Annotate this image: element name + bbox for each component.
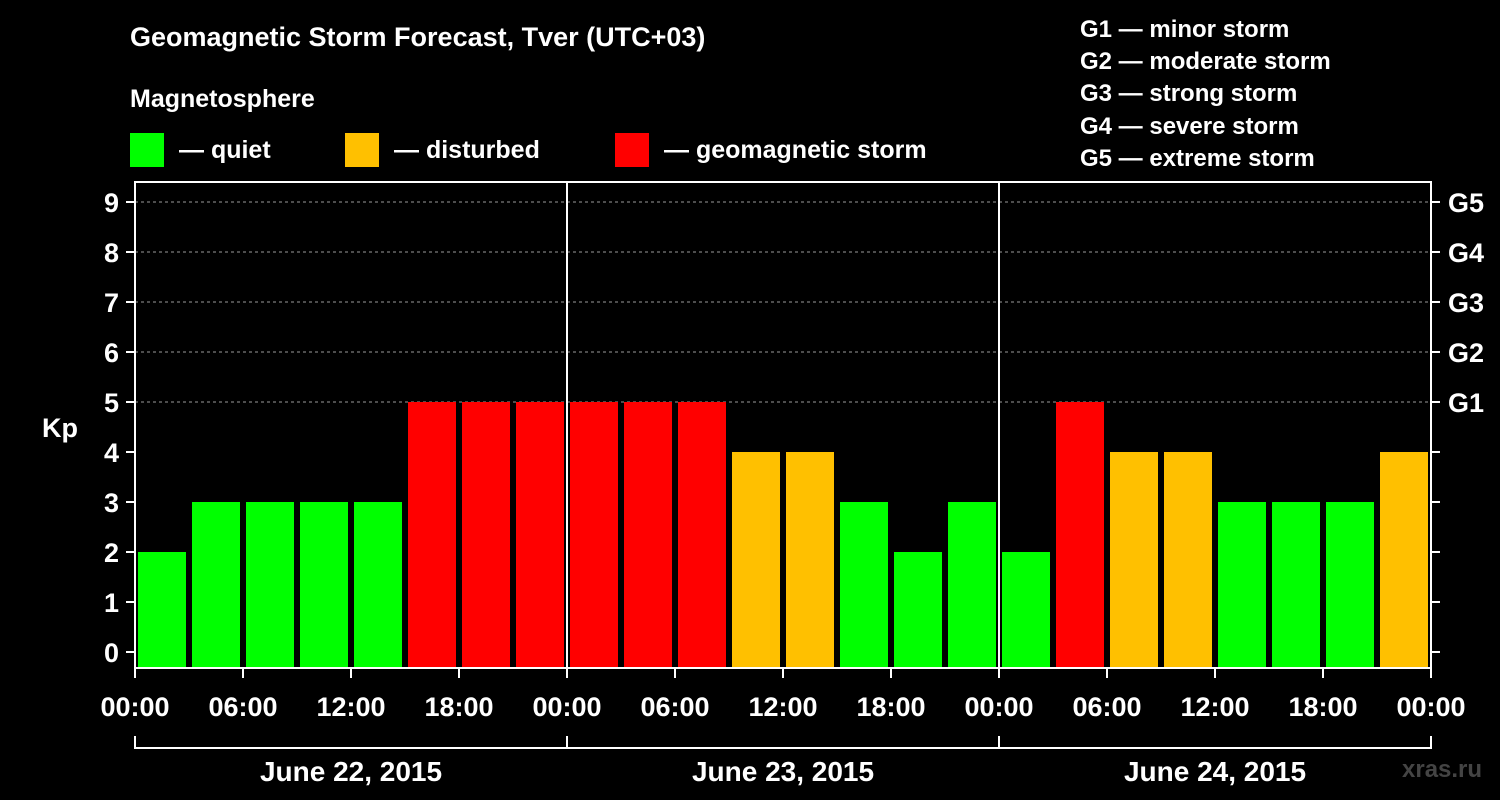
x-tick-label: 12:00: [316, 692, 385, 722]
kp-bar: [894, 552, 942, 668]
storm-level-label: G2: [1448, 338, 1484, 368]
y-tick-label: 9: [104, 188, 119, 218]
storm-scale-list: G1 — minor storm G2 — moderate storm G3 …: [1080, 14, 1331, 175]
legend-heading: Magnetosphere: [130, 85, 315, 113]
x-tick-label: 18:00: [424, 692, 493, 722]
kp-bar: [1056, 402, 1104, 668]
storm-level-label: G5: [1448, 188, 1484, 218]
y-tick-label: 6: [104, 338, 119, 368]
kp-bar: [192, 502, 240, 668]
x-tick-label: 06:00: [208, 692, 277, 722]
kp-bar: [732, 452, 780, 668]
legend-swatch-quiet: [130, 133, 164, 167]
y-tick-label: 5: [104, 388, 119, 418]
kp-bar: [624, 402, 672, 668]
x-tick-label: 06:00: [640, 692, 709, 722]
watermark: xras.ru: [1402, 756, 1483, 783]
kp-bar: [1380, 452, 1428, 668]
x-tick-label: 18:00: [856, 692, 925, 722]
kp-bar: [786, 452, 834, 668]
kp-bar: [1002, 552, 1050, 668]
y-tick-label: 7: [104, 288, 119, 318]
legend-label-storm: — geomagnetic storm: [664, 135, 927, 164]
kp-bar: [354, 502, 402, 668]
legend-item-storm: — geomagnetic storm: [615, 133, 927, 167]
kp-bar: [840, 502, 888, 668]
kp-bar: [678, 402, 726, 668]
legend-swatch-storm: [615, 133, 649, 167]
storm-scale-g2: G2 — moderate storm: [1080, 48, 1331, 76]
x-tick-label: 00:00: [964, 692, 1033, 722]
x-tick-label: 18:00: [1288, 692, 1357, 722]
legend-label-disturbed: — disturbed: [394, 135, 540, 164]
day-label: June 23, 2015: [692, 756, 874, 787]
kp-bar: [516, 402, 564, 668]
y-tick-label: 0: [104, 638, 119, 668]
legend-item-disturbed: — disturbed: [345, 133, 540, 167]
y-tick-label: 4: [104, 438, 119, 468]
legend-item-quiet: — quiet: [130, 133, 271, 167]
storm-level-label: G1: [1448, 388, 1484, 418]
y-tick-label: 1: [104, 588, 119, 618]
x-tick-label: 00:00: [100, 692, 169, 722]
storm-level-label: G3: [1448, 288, 1484, 318]
y-tick-label: 2: [104, 538, 119, 568]
kp-bar: [1110, 452, 1158, 668]
kp-bar: [462, 402, 510, 668]
storm-scale-g1: G1 — minor storm: [1080, 16, 1290, 43]
x-tick-label: 00:00: [532, 692, 601, 722]
kp-bar: [300, 502, 348, 668]
day-label: June 24, 2015: [1124, 756, 1306, 787]
day-label: June 22, 2015: [260, 756, 442, 787]
storm-scale-g4: G4 — severe storm: [1080, 112, 1299, 140]
kp-bar: [1272, 502, 1320, 668]
kp-bar: [1326, 502, 1374, 668]
y-tick-label: 8: [104, 238, 119, 268]
kp-bar: [138, 552, 186, 668]
storm-level-label: G4: [1448, 238, 1484, 268]
y-axis-label: Kp: [42, 413, 78, 443]
kp-bar: [1218, 502, 1266, 668]
storm-scale-g5: G5 — extreme storm: [1080, 144, 1315, 172]
x-tick-label: 00:00: [1396, 692, 1465, 722]
storm-scale-g3: G3 — strong storm: [1080, 80, 1298, 108]
x-tick-label: 12:00: [748, 692, 817, 722]
legend-label-quiet: — quiet: [179, 135, 271, 164]
kp-bar: [408, 402, 456, 668]
kp-bar: [246, 502, 294, 668]
kp-bar: [948, 502, 996, 668]
y-tick-label: 3: [104, 488, 119, 518]
x-tick-label: 12:00: [1180, 692, 1249, 722]
kp-bar: [1164, 452, 1212, 668]
x-tick-label: 06:00: [1072, 692, 1141, 722]
kp-bar: [570, 402, 618, 668]
chart-title: Geomagnetic Storm Forecast, Tver (UTC+03…: [130, 22, 706, 52]
legend-swatch-disturbed: [345, 133, 379, 167]
